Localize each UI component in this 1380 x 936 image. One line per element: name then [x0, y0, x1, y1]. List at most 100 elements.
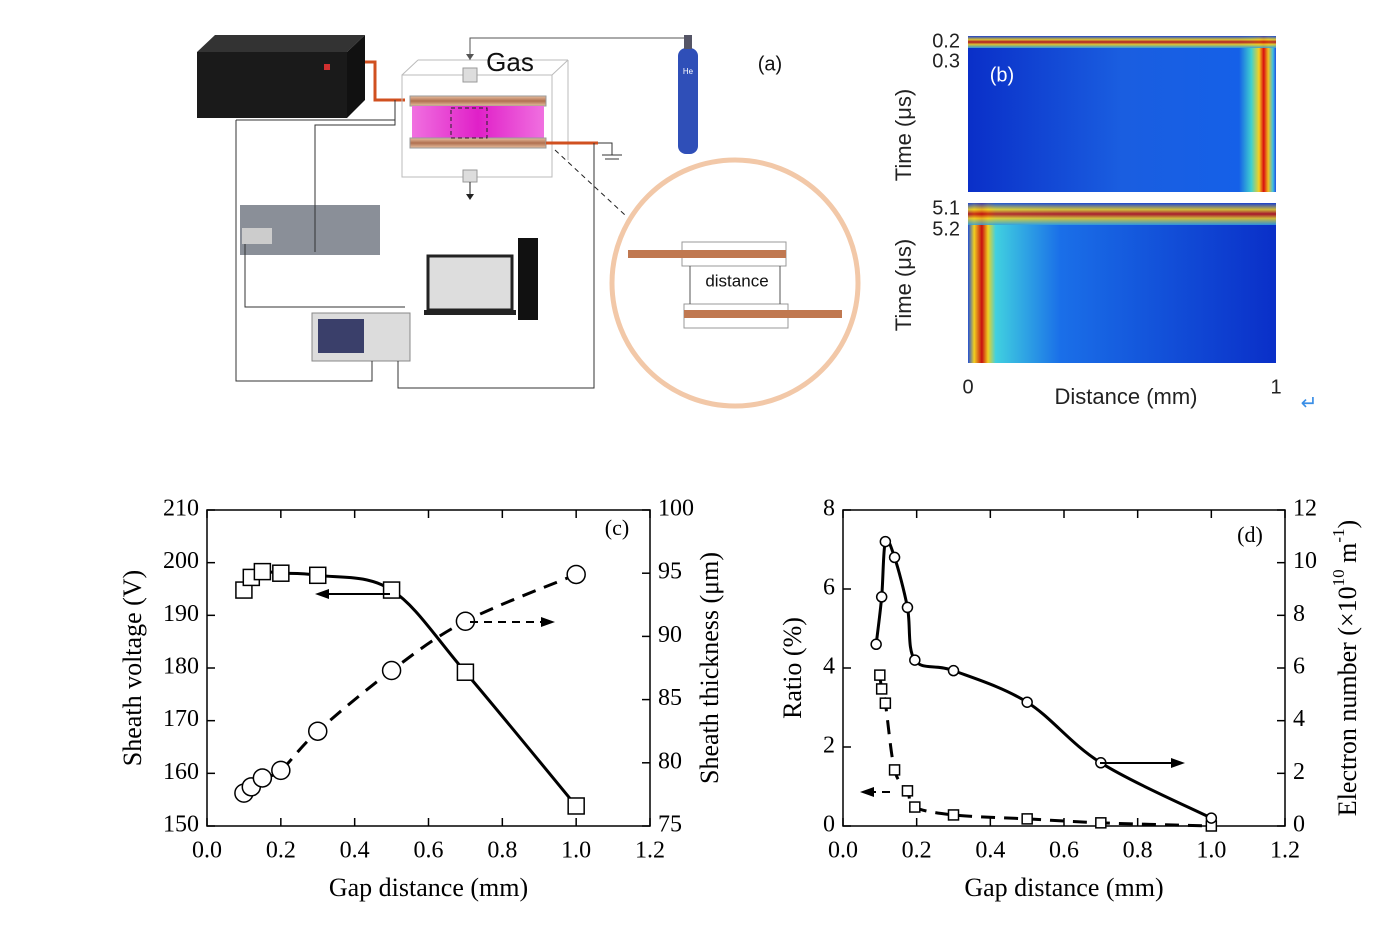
y2-tick-label: 4: [1293, 706, 1305, 732]
electrode: [409, 137, 547, 149]
marker: [308, 721, 328, 741]
plasma: [412, 106, 544, 138]
x-tick-label: 1: [1270, 376, 1281, 398]
x-tick-label: 0.4: [340, 838, 370, 864]
y-tick-label: 5.1: [932, 197, 960, 219]
y-tick-label: 4: [823, 654, 835, 680]
series-line: [878, 674, 1212, 828]
laptop-base: [424, 310, 516, 315]
panel-label: (b): [990, 64, 1014, 86]
y2-tick-label: 85: [658, 685, 682, 711]
x-axis-title: Gap distance (mm): [329, 873, 528, 902]
marker: [901, 785, 914, 797]
marker: [271, 760, 291, 781]
marker: [1021, 696, 1033, 708]
y2-axis-title-part: -1: [1329, 528, 1348, 542]
zoom-line: [554, 149, 626, 216]
y2-axis-title-part: ): [1333, 520, 1362, 529]
x-tick-label: 0.2: [266, 838, 296, 864]
series-line: [874, 538, 1213, 820]
inset-electrode: [628, 250, 786, 258]
x-tick-label: 1.2: [635, 838, 665, 864]
marker: [947, 809, 960, 821]
power-supply: [197, 52, 347, 118]
power-supply-led: [324, 64, 330, 70]
cylinder-label: He: [683, 67, 694, 76]
y2-axis-title: Sheath thickness (μm): [695, 552, 724, 784]
x-tick-label: 1.0: [1196, 838, 1226, 864]
y2-tick-label: 0: [1293, 812, 1305, 838]
laptop-screen: [426, 254, 514, 312]
arrow-head: [860, 787, 874, 797]
y-axis-title: Time (μs): [891, 89, 916, 182]
y2-tick-label: 80: [658, 748, 682, 774]
spectrometer-port: [242, 228, 272, 244]
probe-cable: [397, 143, 595, 389]
x-tick-label: 0.6: [414, 838, 444, 864]
y-axis-title: Ratio (%): [778, 617, 807, 719]
y-tick-label: 0.3: [932, 50, 960, 72]
panel-label: (a): [758, 53, 782, 75]
y-tick-label: 210: [163, 496, 199, 522]
x-tick-label: 0.0: [828, 838, 858, 864]
heatmap: [968, 36, 1276, 192]
x-tick-label: 0.2: [902, 838, 932, 864]
pc-tower: [518, 238, 538, 320]
marker: [1021, 813, 1033, 825]
hv-cable: [365, 60, 405, 102]
marker: [567, 797, 585, 815]
marker: [875, 683, 888, 695]
marker: [456, 663, 475, 681]
y-tick-label: 6: [823, 575, 835, 601]
y2-tick-label: 2: [1293, 759, 1305, 785]
gas-inlet: [462, 67, 478, 83]
marker: [909, 654, 921, 666]
arrow-head: [1171, 758, 1185, 768]
inset-label: distance: [705, 271, 768, 290]
y2-axis-title: Electron number (×1010 m-1): [1329, 520, 1362, 816]
marker: [252, 768, 273, 788]
x-tick-label: 1.2: [1270, 838, 1300, 864]
marker: [566, 564, 586, 585]
panel-label: (d): [1237, 522, 1263, 547]
y-tick-label: 200: [163, 548, 199, 574]
zoom-box: [450, 107, 488, 139]
panel-label: (c): [605, 515, 629, 540]
x-tick-label: 0.0: [192, 838, 222, 864]
electrode: [409, 95, 547, 107]
marker: [875, 591, 888, 603]
gas-label: Gas: [486, 47, 534, 77]
x-tick-label: 0.8: [487, 838, 517, 864]
heatmap-band: [968, 36, 1276, 48]
y2-axis-title-part: m: [1333, 543, 1362, 570]
inset-circle: [609, 157, 861, 409]
marker: [888, 551, 901, 564]
x-tick-label: 0.6: [1049, 838, 1079, 864]
return-mark: ↵: [1301, 392, 1318, 414]
x-tick-label: 0.4: [975, 838, 1005, 864]
oscilloscope-screen: [318, 319, 364, 353]
marker: [272, 564, 290, 582]
y-tick-label: 160: [163, 759, 199, 785]
y2-tick-label: 95: [658, 559, 682, 585]
x-axis-title: Distance (mm): [1054, 384, 1197, 409]
marker: [879, 697, 892, 709]
chart: 0.0 0.2 0.4 0.6 0.8 1.0 1.2 150 160 170 180 190 200 2…: [118, 496, 724, 902]
marker: [253, 562, 272, 581]
x-axis-title: Gap distance (mm): [964, 873, 1163, 902]
marker: [901, 601, 914, 614]
plot-frame: [206, 509, 651, 827]
cable: [244, 244, 405, 308]
marker: [1205, 812, 1218, 824]
chamber-edge: [551, 59, 569, 76]
heatmap: [968, 203, 1276, 363]
panel-b: 0.2 0.3 (b) Time (μs) 5.1 5.2 Time (μs) …: [891, 30, 1318, 414]
y-tick-label: 190: [163, 601, 199, 627]
y-tick-label: 2: [823, 733, 835, 759]
y-tick-label: 150: [163, 812, 199, 838]
inset-electrode: [684, 310, 842, 318]
y-tick-label: 5.2: [932, 218, 960, 240]
y2-tick-label: 90: [658, 622, 682, 648]
gas-outlet: [462, 169, 478, 183]
arrow-head: [466, 54, 474, 60]
